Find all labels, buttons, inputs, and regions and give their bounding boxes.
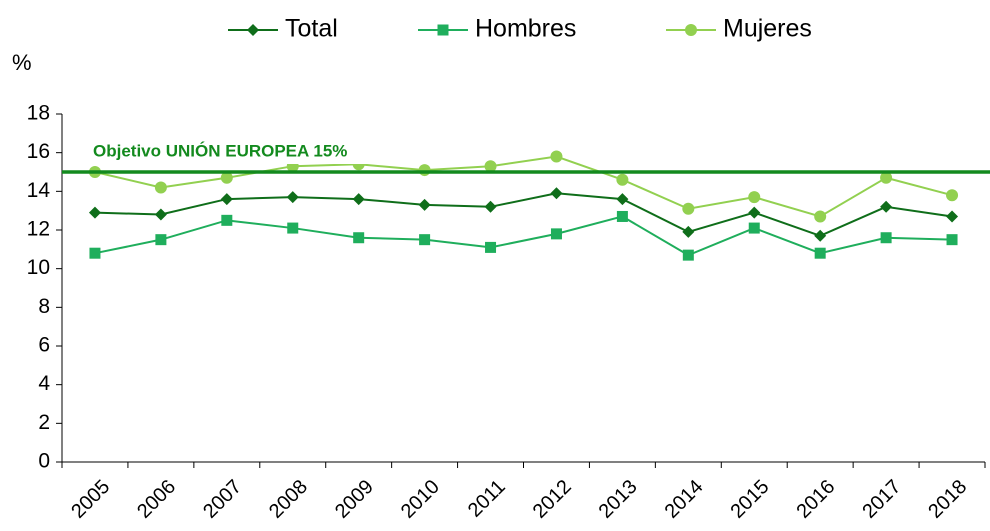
x-tick-label: 2007 — [199, 476, 246, 523]
y-tick-label: 16 — [27, 140, 50, 163]
x-tick-label: 2009 — [331, 476, 378, 523]
x-tick-label: 2014 — [661, 476, 708, 523]
point — [682, 249, 694, 261]
point — [418, 164, 431, 177]
y-tick-label: 14 — [27, 179, 51, 202]
annotation-bg — [88, 140, 416, 164]
legend-marker — [437, 24, 449, 36]
point — [748, 191, 761, 204]
point — [616, 173, 629, 186]
point — [419, 234, 431, 246]
series-line — [94, 155, 953, 218]
y-tick-label: 0 — [38, 450, 50, 473]
point — [287, 222, 299, 234]
point — [748, 222, 760, 234]
point — [616, 210, 628, 222]
point — [220, 193, 233, 206]
legend-marker — [247, 24, 259, 36]
legend-marker — [685, 24, 697, 36]
y-tick-label: 18 — [27, 102, 50, 125]
point — [946, 210, 959, 223]
point — [88, 206, 101, 219]
series-line — [94, 192, 953, 237]
point — [550, 228, 562, 240]
point — [880, 171, 893, 184]
x-tick-label: 2016 — [792, 476, 839, 523]
x-tick-label: 2018 — [924, 476, 971, 523]
point — [353, 232, 365, 244]
x-tick-label: 2008 — [265, 476, 312, 523]
point — [814, 210, 827, 223]
point — [154, 208, 167, 221]
point — [221, 214, 233, 226]
point — [682, 202, 695, 215]
point — [286, 191, 299, 204]
point — [155, 234, 167, 246]
y-tick-label: 6 — [38, 334, 50, 357]
point — [550, 187, 563, 200]
y-tick-label: 8 — [38, 295, 50, 318]
point — [485, 241, 497, 253]
series-line — [94, 215, 953, 257]
x-tick-label: 2013 — [595, 476, 642, 523]
x-tick-label: 2012 — [529, 476, 576, 523]
x-tick-label: 2015 — [726, 476, 773, 523]
point — [946, 189, 959, 202]
legend-label: Mujeres — [723, 15, 812, 43]
y-tick-label: 10 — [27, 256, 50, 279]
point — [89, 247, 101, 259]
x-tick-label: 2006 — [133, 476, 180, 523]
point — [814, 229, 827, 242]
point — [682, 225, 695, 238]
point — [352, 193, 365, 206]
point — [154, 181, 167, 194]
y-axis-label: % — [12, 50, 32, 75]
point — [484, 160, 497, 173]
y-tick-label: 12 — [27, 218, 50, 241]
annotation: Objetivo UNIÓN EUROPEA 15% — [93, 141, 347, 160]
x-tick-label: 2005 — [67, 476, 114, 523]
point — [484, 200, 497, 213]
x-tick-label: 2017 — [858, 476, 905, 523]
point — [946, 234, 958, 246]
point — [880, 232, 892, 244]
point — [880, 200, 893, 213]
point — [418, 198, 431, 211]
point — [748, 206, 761, 219]
y-tick-label: 4 — [38, 372, 50, 395]
legend-label: Total — [285, 15, 338, 43]
x-tick-label: 2011 — [464, 476, 510, 522]
x-tick-label: 2010 — [397, 476, 444, 523]
point — [220, 171, 233, 184]
legend-label: Hombres — [475, 15, 576, 43]
y-tick-label: 2 — [38, 411, 50, 434]
point — [814, 247, 826, 259]
point — [616, 193, 629, 206]
point — [550, 150, 563, 163]
